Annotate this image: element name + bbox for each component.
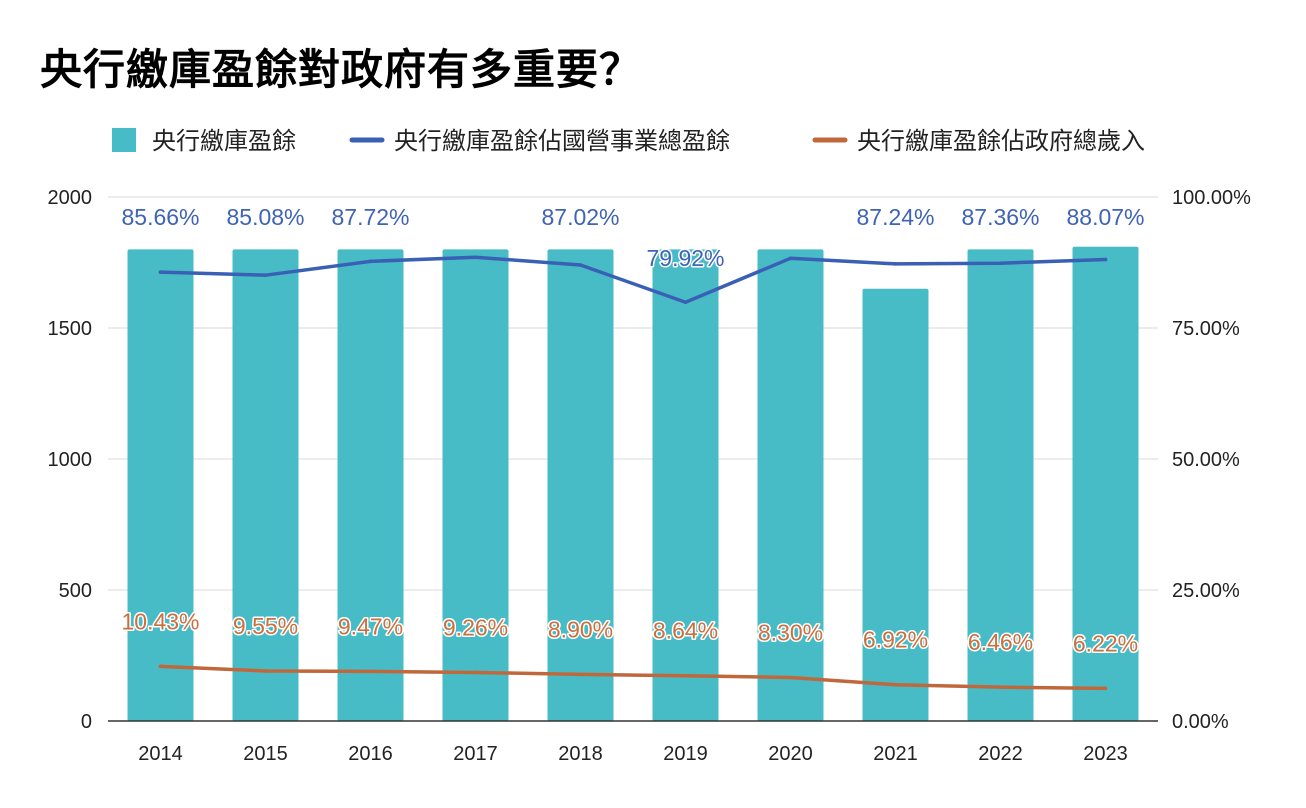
bar <box>127 249 194 721</box>
line-share-soe-point <box>578 263 583 267</box>
x-tick-label: 2023 <box>1083 743 1128 765</box>
x-tick-label: 2019 <box>663 743 708 765</box>
x-tick-label: 2020 <box>768 743 813 765</box>
data-label: 9.47% <box>338 613 403 639</box>
data-label: 10.43% <box>121 608 199 634</box>
line-share-revenue-point <box>1103 686 1108 691</box>
bar <box>757 249 824 721</box>
data-label: 6.92% <box>863 627 928 653</box>
line-share-revenue-point <box>998 685 1003 689</box>
y-left-tick-label: 0 <box>81 711 92 733</box>
line-share-revenue-point <box>788 675 793 680</box>
y-left-tick-label: 1000 <box>48 449 93 471</box>
y-right-tick-label: 50.00% <box>1172 449 1240 471</box>
y-left-tick-label: 1500 <box>48 318 93 340</box>
x-tick-label: 2016 <box>348 743 393 765</box>
y-left-tick-label: 2000 <box>48 187 93 209</box>
chart-title: 央行繳庫盈餘對政府有多重要？ <box>40 45 643 94</box>
x-tick-label: 2018 <box>558 743 603 765</box>
data-label: 6.22% <box>1073 630 1138 656</box>
line-share-soe-point <box>683 300 688 305</box>
y-right-tick-label: 75.00% <box>1172 318 1240 340</box>
data-label: 87.72% <box>331 204 409 230</box>
line-share-soe-point <box>788 256 793 261</box>
data-label: 87.36% <box>961 204 1039 230</box>
y-left-tick-label: 500 <box>59 580 92 602</box>
bar <box>862 288 929 721</box>
data-label: 85.66% <box>121 204 199 230</box>
bars <box>127 246 1139 721</box>
data-label: 88.07% <box>1066 204 1144 230</box>
legend-label: 央行繳庫盈餘 <box>152 127 296 155</box>
data-label: 8.90% <box>548 616 613 642</box>
line-share-revenue <box>158 664 1108 691</box>
lines <box>158 255 1108 691</box>
bar <box>1072 246 1139 721</box>
data-label: 8.64% <box>653 618 718 644</box>
line-share-soe <box>158 255 1108 304</box>
x-tick-label: 2017 <box>453 743 498 765</box>
line-share-revenue-point <box>473 670 478 675</box>
legend: 央行繳庫盈餘 央行繳庫盈餘佔國營事業總盈餘 央行繳庫盈餘佔政府總歲入 <box>112 127 1145 155</box>
line-share-revenue-point <box>263 669 268 673</box>
axes: 0 0.00% 500 25.00% 1000 50.00% 1500 75.00% 2000 1… <box>48 187 1252 765</box>
y-right-tick-label: 25.00% <box>1172 580 1240 602</box>
data-labels: 85.66% 85.08% 87.72% 87.02% 79.92% 87.24% 87.3… <box>120 203 1146 658</box>
bar <box>547 249 614 721</box>
x-tick-label: 2022 <box>978 743 1023 765</box>
line-share-revenue-point <box>158 664 163 669</box>
data-label: 9.55% <box>233 613 298 639</box>
legend-label: 央行繳庫盈餘佔國營事業總盈餘 <box>394 127 730 155</box>
data-label: 85.08% <box>226 204 304 230</box>
y-right-tick-label: 100.00% <box>1172 187 1251 209</box>
bar <box>232 249 299 721</box>
data-label: 9.26% <box>443 614 508 640</box>
x-tick-label: 2015 <box>243 743 288 765</box>
line-share-revenue-point <box>368 669 373 674</box>
x-tick-label: 2021 <box>873 743 918 765</box>
line-share-soe-point <box>158 270 163 274</box>
line-share-soe-point <box>998 261 1003 266</box>
line-share-revenue-point <box>893 682 898 687</box>
line-share-soe-point <box>1103 257 1108 262</box>
line-share-soe-point <box>893 262 898 266</box>
bar <box>442 249 509 721</box>
line-share-revenue-point <box>578 672 583 677</box>
line-share-soe-point <box>368 259 373 264</box>
legend-swatch <box>112 128 136 152</box>
x-tick-label: 2014 <box>138 743 183 765</box>
data-label: 8.30% <box>758 620 823 646</box>
legend-label: 央行繳庫盈餘佔政府總歲入 <box>857 127 1145 155</box>
bar <box>337 249 404 721</box>
line-share-revenue-point <box>683 673 688 678</box>
bar <box>652 249 719 721</box>
data-label: 87.02% <box>541 204 619 230</box>
bar <box>967 249 1034 721</box>
data-label: 6.46% <box>968 629 1033 655</box>
line-share-soe-point <box>473 255 478 260</box>
line-share-soe-point <box>263 273 268 277</box>
data-label: 79.92% <box>646 245 724 271</box>
y-right-tick-label: 0.00% <box>1172 711 1229 733</box>
data-label: 87.24% <box>856 204 934 230</box>
